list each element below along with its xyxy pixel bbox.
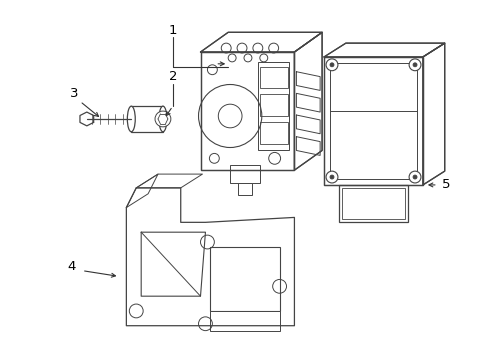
Polygon shape (126, 188, 294, 326)
Circle shape (408, 59, 420, 71)
Text: 5: 5 (441, 179, 449, 192)
Bar (257, 62, 289, 150)
Bar (259, 122, 287, 144)
Bar (238, 183, 251, 195)
Circle shape (329, 175, 333, 179)
Bar (259, 67, 287, 89)
Polygon shape (294, 32, 322, 170)
Polygon shape (324, 57, 422, 185)
Text: 2: 2 (168, 70, 177, 83)
Circle shape (412, 63, 416, 67)
Circle shape (325, 171, 337, 183)
Bar (341, 188, 405, 219)
Ellipse shape (127, 106, 135, 132)
Bar (259, 94, 287, 116)
Polygon shape (200, 52, 294, 170)
Circle shape (198, 85, 261, 148)
Bar (210, 247, 279, 311)
Bar (210, 311, 279, 330)
Polygon shape (200, 32, 322, 52)
Bar (338, 185, 407, 222)
Polygon shape (80, 112, 94, 126)
Circle shape (155, 111, 170, 127)
Circle shape (412, 175, 416, 179)
Circle shape (325, 59, 337, 71)
Text: 1: 1 (168, 24, 177, 37)
Bar (329, 63, 416, 179)
Ellipse shape (159, 106, 166, 132)
Circle shape (329, 63, 333, 67)
Bar (131, 106, 163, 132)
Text: 4: 4 (68, 260, 76, 273)
Polygon shape (422, 43, 444, 185)
Polygon shape (324, 43, 444, 57)
Polygon shape (141, 232, 205, 296)
Text: 3: 3 (70, 87, 78, 100)
Circle shape (408, 171, 420, 183)
Bar (230, 165, 259, 183)
